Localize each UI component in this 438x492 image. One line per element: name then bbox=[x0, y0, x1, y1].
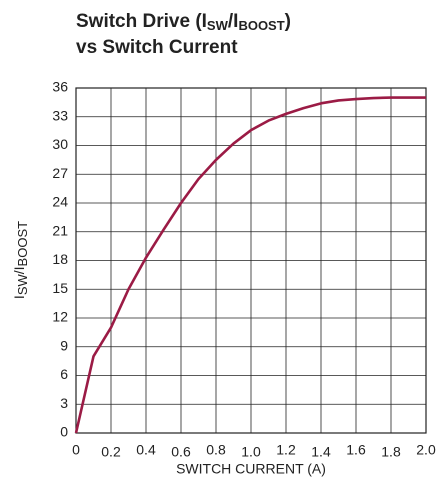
x-tick-label: 0.8 bbox=[206, 442, 226, 458]
x-tick-label: 0.4 bbox=[136, 442, 156, 458]
x-tick-label: 1.6 bbox=[346, 442, 366, 458]
y-tick-label: 36 bbox=[52, 79, 68, 95]
x-tick-label: 0 bbox=[72, 442, 80, 458]
y-tick-label: 27 bbox=[52, 165, 68, 181]
y-tick-label: 21 bbox=[52, 222, 68, 238]
data-line bbox=[74, 96, 426, 434]
y-tick-label: 9 bbox=[60, 337, 68, 353]
plot-frame bbox=[75, 87, 427, 434]
x-tick-label: 1.4 bbox=[311, 444, 331, 460]
x-tick-label: 2.0 bbox=[416, 442, 436, 458]
y-tick-label: 33 bbox=[52, 107, 68, 123]
chart-title: Switch Drive (ISW/IBOOST) bbox=[76, 11, 291, 33]
y-tick-label: 6 bbox=[60, 366, 68, 382]
x-tick-label: 1.2 bbox=[276, 442, 296, 458]
y-tick-label: 12 bbox=[52, 309, 68, 325]
y-tick-label: 3 bbox=[60, 395, 68, 411]
x-tick-label: 1.0 bbox=[241, 444, 261, 460]
y-tick-label: 15 bbox=[52, 280, 68, 296]
y-tick-label: 24 bbox=[52, 194, 68, 210]
chart-subtitle: vs Switch Current bbox=[76, 37, 238, 58]
y-tick-label: 30 bbox=[52, 136, 68, 152]
x-tick-label: 0.2 bbox=[101, 444, 121, 460]
y-axis-label: ISW/IBOOST bbox=[11, 221, 31, 299]
x-axis-label: SWITCH CURRENT (A) bbox=[176, 461, 326, 477]
x-tick-label: 0.6 bbox=[171, 444, 191, 460]
x-tick-label: 1.8 bbox=[381, 444, 401, 460]
y-tick-label: 18 bbox=[52, 251, 68, 267]
y-tick-label: 0 bbox=[60, 424, 68, 440]
